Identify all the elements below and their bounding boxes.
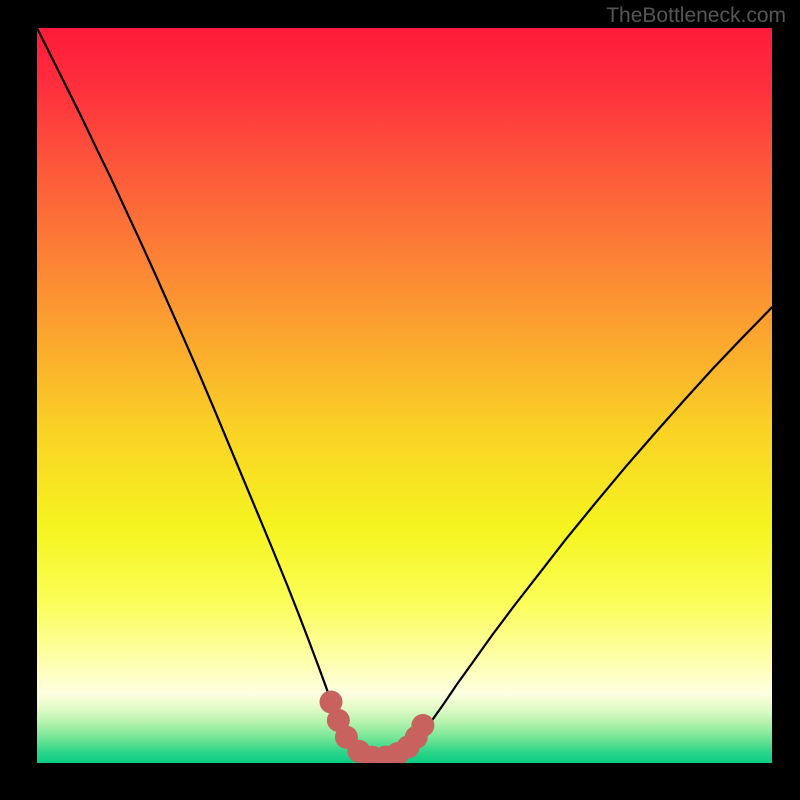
marker-dot bbox=[411, 714, 434, 737]
watermark-text: TheBottleneck.com bbox=[606, 4, 786, 28]
figure-root: TheBottleneck.com bbox=[0, 0, 800, 800]
plot-background bbox=[37, 28, 772, 763]
plot-svg bbox=[37, 28, 772, 763]
